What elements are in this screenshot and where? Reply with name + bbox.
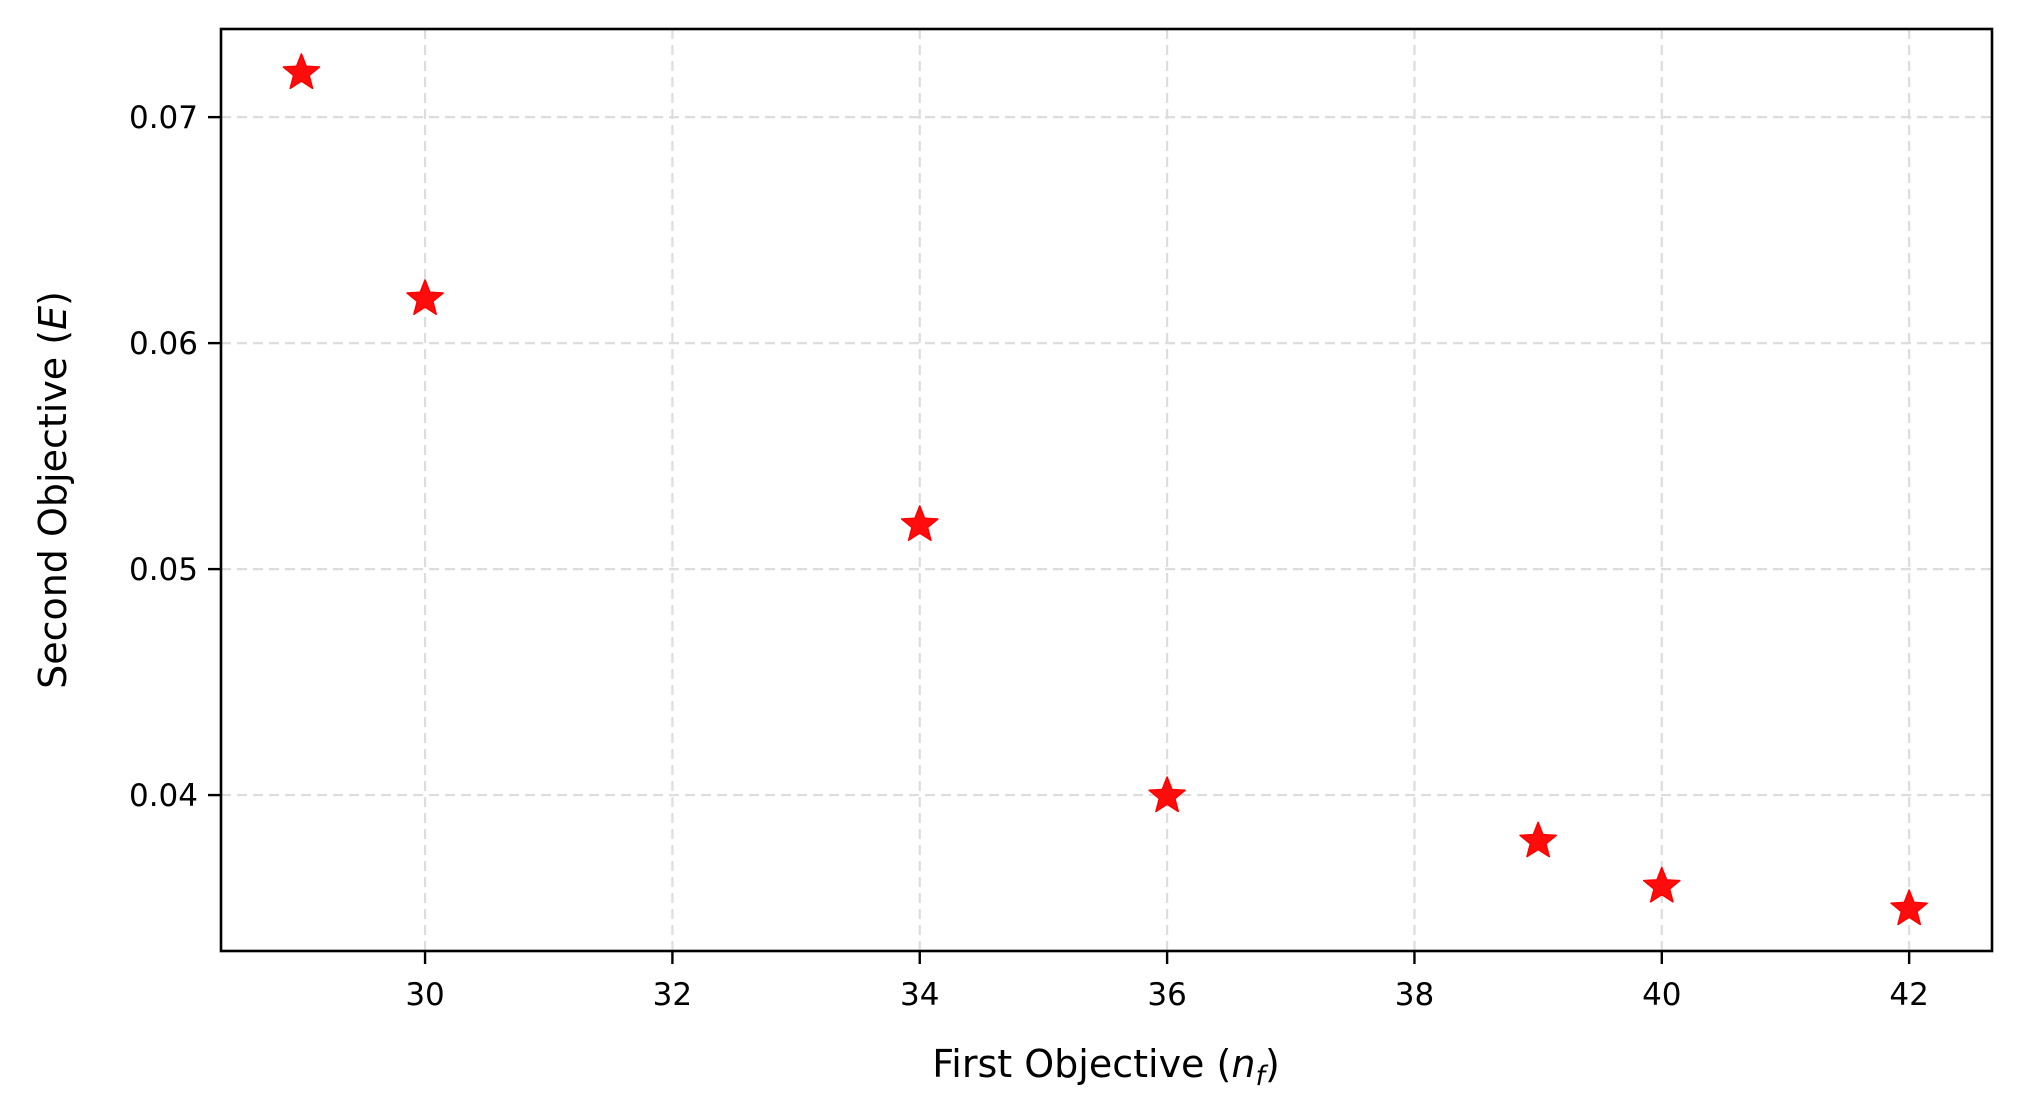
star-marker-icon — [1890, 889, 1928, 926]
y-axis-label: Second Objective (E) — [31, 291, 75, 689]
x-tick-label: 42 — [1889, 977, 1928, 1013]
star-marker-icon — [282, 53, 321, 90]
x-tick-label: 36 — [1147, 977, 1186, 1013]
star-marker-icon — [900, 505, 939, 542]
x-tick-label: 40 — [1642, 977, 1681, 1013]
star-marker-icon — [1148, 776, 1186, 813]
data-points — [282, 53, 1928, 926]
y-tick-label: 0.05 — [129, 552, 198, 588]
x-tick-label: 30 — [405, 977, 444, 1013]
y-tick-label: 0.04 — [129, 778, 198, 814]
star-marker-icon — [1519, 821, 1557, 858]
x-tick-label: 34 — [900, 977, 939, 1013]
x-axis-ticks: 30 32 34 36 38 40 42 — [405, 951, 1929, 1013]
y-tick-label: 0.07 — [129, 100, 198, 136]
y-tick-label: 0.06 — [129, 326, 198, 362]
x-axis-label: First Objective (nf) — [932, 1042, 1280, 1092]
plot-frame — [219, 27, 1994, 953]
grid-lines — [221, 29, 1992, 951]
star-marker-icon — [406, 279, 444, 316]
y-axis-ticks: 0.04 0.05 0.06 0.07 — [129, 100, 221, 814]
star-marker-icon — [1642, 866, 1681, 903]
x-tick-label: 38 — [1395, 977, 1434, 1013]
x-tick-label: 32 — [653, 977, 692, 1013]
